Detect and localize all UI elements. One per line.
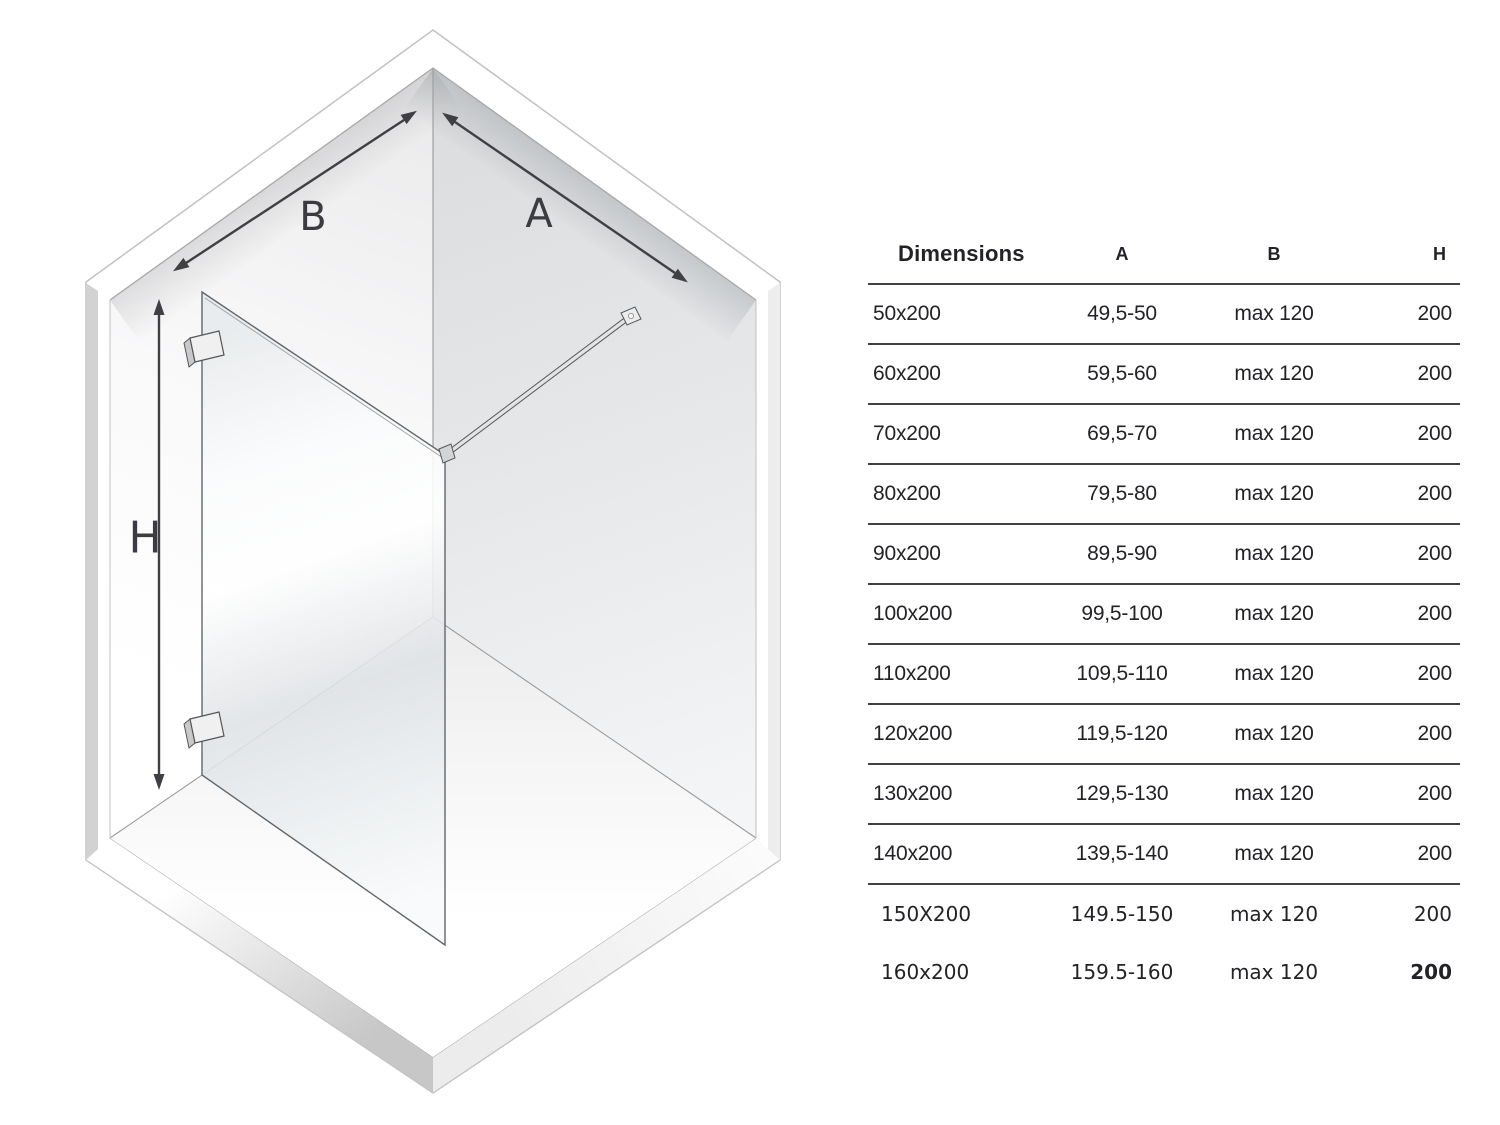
cell-dim: 140x200 bbox=[873, 842, 953, 865]
cell-b: max 120 bbox=[1234, 782, 1314, 805]
cell-b: max 120 bbox=[1229, 902, 1319, 926]
cell-b: max 120 bbox=[1234, 602, 1314, 625]
cell-a: 159.5-160 bbox=[1070, 960, 1174, 984]
cell-h: 200 bbox=[1413, 902, 1452, 926]
cell-h: 200 bbox=[1417, 722, 1453, 745]
cell-dim: 150X200 bbox=[881, 902, 972, 926]
header-b: B bbox=[1267, 243, 1281, 264]
cell-a: 69,5-70 bbox=[1087, 422, 1157, 445]
cell-dim: 120x200 bbox=[873, 722, 953, 745]
cell-a: 59,5-60 bbox=[1087, 362, 1157, 385]
cell-b: max 120 bbox=[1234, 422, 1314, 445]
cell-b: max 120 bbox=[1234, 302, 1314, 325]
table-row: 120x200 119,5-120 max 120 200 bbox=[868, 705, 1460, 765]
cell-h: 200 bbox=[1417, 362, 1453, 385]
table-row: 150X200 149.5-150 max 120 200 bbox=[868, 885, 1460, 943]
right-wall-base-edge bbox=[432, 616, 757, 839]
support-bar bbox=[438, 306, 642, 464]
cell-a: 149.5-150 bbox=[1070, 902, 1174, 926]
header-dimensions: Dimensions bbox=[898, 241, 1025, 266]
cell-a: 99,5-100 bbox=[1081, 602, 1163, 625]
label-a: A bbox=[525, 191, 553, 237]
dimension-arrow-b bbox=[173, 110, 417, 272]
cell-h: 200 bbox=[1417, 842, 1453, 865]
right-wall-top-shadow bbox=[404, 68, 756, 341]
cell-a: 109,5-110 bbox=[1076, 662, 1168, 685]
cell-b: max 120 bbox=[1229, 960, 1319, 984]
cell-h: 200 bbox=[1417, 662, 1453, 685]
cell-dim: 50x200 bbox=[873, 302, 941, 325]
wall-bracket-bottom bbox=[183, 711, 225, 749]
cell-dim: 130x200 bbox=[873, 782, 953, 805]
cell-h: 200 bbox=[1417, 422, 1453, 445]
cell-b: max 120 bbox=[1234, 362, 1314, 385]
table-header-row: Dimensions A B H bbox=[868, 225, 1460, 285]
cell-a: 139,5-140 bbox=[1075, 842, 1169, 865]
cell-h: 200 bbox=[1410, 960, 1452, 984]
label-b: B bbox=[299, 194, 326, 240]
table-row: 80x200 79,5-80 max 120 200 bbox=[868, 465, 1460, 525]
table-row: 130x200 129,5-130 max 120 200 bbox=[868, 765, 1460, 825]
slab-right-face bbox=[768, 283, 780, 862]
table-row: 70x200 69,5-70 max 120 200 bbox=[868, 405, 1460, 465]
cell-b: max 120 bbox=[1234, 722, 1314, 745]
table-row: 60x200 59,5-60 max 120 200 bbox=[868, 345, 1460, 405]
cell-h: 200 bbox=[1417, 302, 1453, 325]
cell-dim: 100x200 bbox=[873, 602, 953, 625]
cell-b: max 120 bbox=[1234, 542, 1314, 565]
cell-a: 79,5-80 bbox=[1087, 482, 1157, 505]
floor-outer-edge bbox=[85, 859, 781, 1094]
support-bar-mount-screw bbox=[628, 312, 635, 319]
label-h: H bbox=[128, 513, 161, 564]
slab-left-face bbox=[86, 283, 98, 862]
support-bar-glass-clamp bbox=[438, 443, 456, 464]
cell-h: 200 bbox=[1417, 782, 1453, 805]
glass-panel bbox=[201, 290, 446, 947]
glass-top-thickness-edge bbox=[204, 297, 444, 459]
shower-walk-in-diagram: B A H bbox=[85, 29, 781, 1094]
cell-a: 129,5-130 bbox=[1075, 782, 1169, 805]
dimension-arrow-a bbox=[442, 112, 688, 283]
table-row: 90x200 89,5-90 max 120 200 bbox=[868, 525, 1460, 585]
cell-dim: 60x200 bbox=[873, 362, 941, 385]
cell-h: 200 bbox=[1417, 602, 1453, 625]
dimensions-table-body: 50x200 49,5-50 max 120 200 60x200 59,5-60 max … bbox=[868, 285, 1460, 1001]
table-row: 140x200 139,5-140 max 120 200 bbox=[868, 825, 1460, 885]
dimension-arrow-h bbox=[153, 299, 165, 790]
wall-bracket-top bbox=[183, 330, 225, 368]
cell-dim: 90x200 bbox=[873, 542, 941, 565]
cell-dim: 110x200 bbox=[873, 662, 951, 685]
cell-h: 200 bbox=[1417, 482, 1453, 505]
header-h: H bbox=[1433, 243, 1446, 264]
table-row: 100x200 99,5-100 max 120 200 bbox=[868, 585, 1460, 645]
dimensions-table: Dimensions A B H 50x200 49,5-50 max 120 200… bbox=[868, 225, 1460, 1001]
table-row: 160x200 159.5-160 max 120 200 bbox=[868, 943, 1460, 1001]
cell-a: 119,5-120 bbox=[1076, 722, 1168, 745]
table-row: 110x200 109,5-110 max 120 200 bbox=[868, 645, 1460, 705]
cell-dim: 160x200 bbox=[881, 960, 970, 984]
left-wall-top-shadow bbox=[110, 68, 462, 341]
floor-slab-left bbox=[86, 838, 433, 1093]
cell-dim: 80x200 bbox=[873, 482, 941, 505]
cell-b: max 120 bbox=[1234, 842, 1314, 865]
cell-b: max 120 bbox=[1234, 662, 1314, 685]
table-row: 50x200 49,5-50 max 120 200 bbox=[868, 285, 1460, 345]
cell-dim: 70x200 bbox=[873, 422, 941, 445]
floor-slab-right bbox=[433, 838, 780, 1093]
cell-h: 200 bbox=[1417, 542, 1453, 565]
header-a: A bbox=[1115, 243, 1129, 264]
cell-a: 89,5-90 bbox=[1087, 542, 1157, 565]
cell-a: 49,5-50 bbox=[1087, 302, 1157, 325]
cell-b: max 120 bbox=[1234, 482, 1314, 505]
